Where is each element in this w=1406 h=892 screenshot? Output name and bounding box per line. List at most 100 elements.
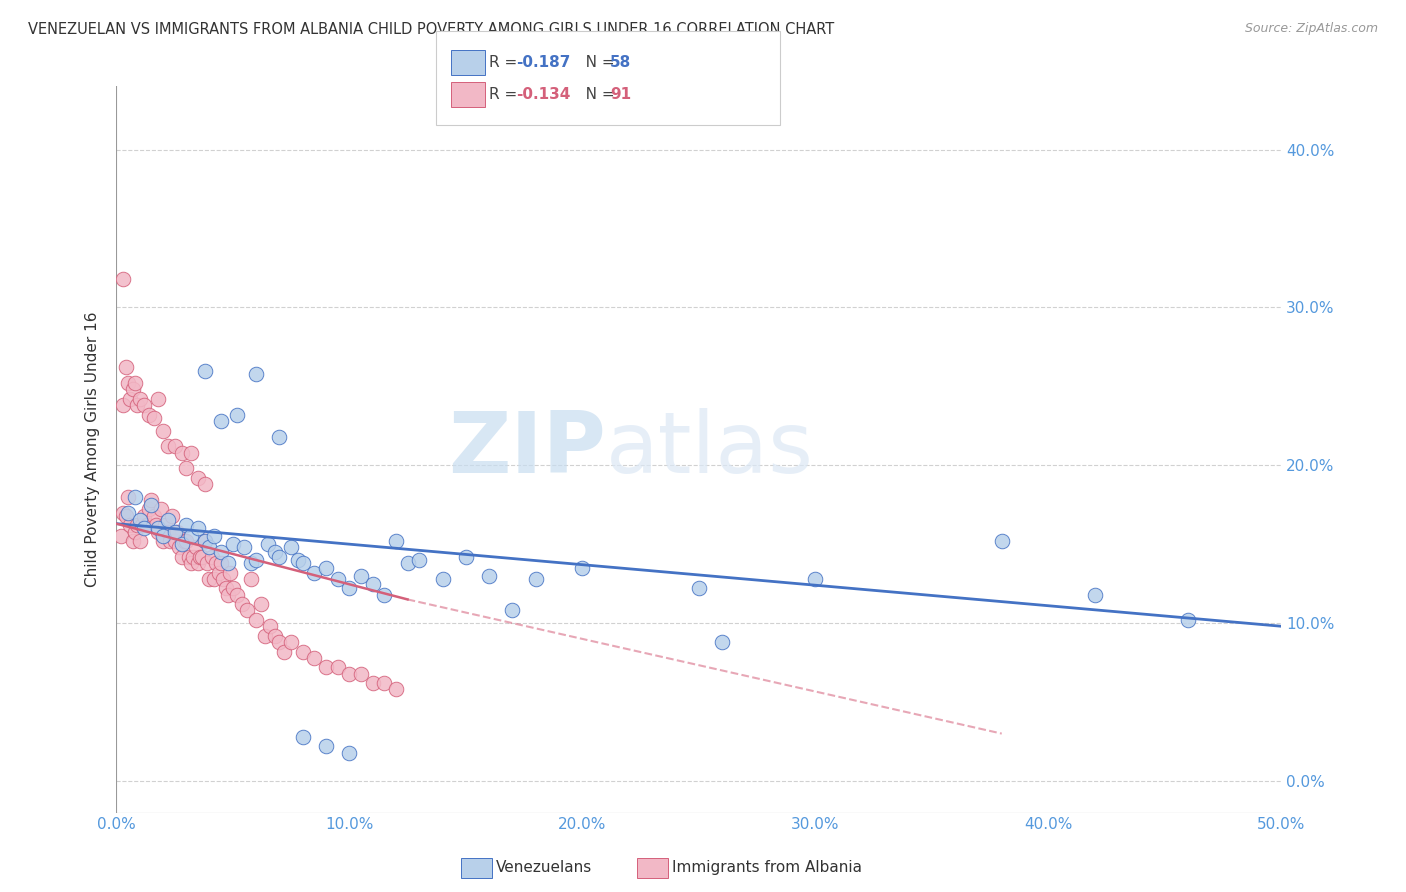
Text: VENEZUELAN VS IMMIGRANTS FROM ALBANIA CHILD POVERTY AMONG GIRLS UNDER 16 CORRELA: VENEZUELAN VS IMMIGRANTS FROM ALBANIA CH…: [28, 22, 834, 37]
Point: [187, 521, 209, 535]
Point: [202, 572, 225, 586]
Point: [114, 508, 136, 523]
Point: [152, 534, 174, 549]
Point: [254, 629, 277, 643]
Text: R =: R =: [489, 55, 523, 70]
Point: [361, 676, 384, 690]
Point: [233, 541, 256, 555]
Point: [315, 660, 337, 674]
Point: [291, 730, 314, 744]
Point: [1177, 613, 1199, 627]
Point: [138, 408, 160, 422]
Point: [191, 549, 214, 564]
Point: [217, 588, 239, 602]
Point: [112, 506, 135, 520]
Point: [120, 392, 142, 406]
Point: [350, 568, 373, 582]
Point: [245, 367, 267, 381]
Point: [160, 508, 183, 523]
Text: Immigrants from Albania: Immigrants from Albania: [672, 861, 862, 875]
Point: [173, 534, 195, 549]
Point: [273, 644, 295, 658]
Point: [222, 582, 245, 596]
Point: [524, 572, 547, 586]
Point: [373, 676, 395, 690]
Point: [148, 524, 170, 539]
Point: [217, 556, 239, 570]
Point: [135, 518, 157, 533]
Point: [128, 514, 150, 528]
Point: [209, 556, 232, 570]
Point: [432, 572, 454, 586]
Point: [134, 398, 156, 412]
Point: [361, 576, 384, 591]
Point: [240, 556, 263, 570]
Point: [385, 534, 408, 549]
Point: [148, 392, 170, 406]
Point: [226, 588, 249, 602]
Point: [1084, 588, 1107, 602]
Point: [205, 556, 228, 570]
Point: [152, 529, 174, 543]
Point: [141, 493, 163, 508]
Point: [156, 524, 179, 539]
Point: [187, 556, 209, 570]
Point: [280, 541, 302, 555]
Point: [337, 582, 360, 596]
Point: [245, 553, 267, 567]
Point: [128, 392, 150, 406]
Point: [149, 502, 172, 516]
Point: [145, 518, 167, 533]
Point: [291, 644, 314, 658]
Point: [245, 613, 267, 627]
Point: [240, 572, 263, 586]
Point: [212, 572, 235, 586]
Point: [990, 534, 1012, 549]
Point: [198, 572, 221, 586]
Point: [195, 556, 218, 570]
Point: [174, 534, 197, 549]
Point: [120, 518, 142, 533]
Point: [131, 518, 153, 533]
Point: [170, 549, 193, 564]
Point: [236, 603, 259, 617]
Point: [256, 537, 278, 551]
Point: [385, 682, 408, 697]
Point: [202, 529, 225, 543]
Point: [194, 534, 217, 549]
Point: [155, 518, 177, 533]
Point: [194, 534, 217, 549]
Point: [124, 524, 146, 539]
Text: Source: ZipAtlas.com: Source: ZipAtlas.com: [1244, 22, 1378, 36]
Point: [304, 566, 326, 580]
Point: [167, 541, 190, 555]
Point: [166, 524, 188, 539]
Point: [180, 529, 202, 543]
Point: [326, 572, 349, 586]
Point: [209, 414, 232, 428]
Point: [148, 521, 170, 535]
Point: [170, 537, 193, 551]
Point: [188, 549, 211, 564]
Point: [194, 477, 217, 491]
Point: [128, 534, 150, 549]
Point: [209, 545, 232, 559]
Point: [180, 556, 202, 570]
Point: [198, 541, 221, 555]
Text: R =: R =: [489, 87, 523, 102]
Point: [121, 534, 143, 549]
Point: [124, 376, 146, 391]
Point: [110, 529, 132, 543]
Point: [194, 363, 217, 377]
Point: [177, 549, 200, 564]
Point: [117, 376, 139, 391]
Point: [141, 498, 163, 512]
Point: [259, 619, 281, 633]
Point: [571, 561, 593, 575]
Point: [152, 424, 174, 438]
Point: [112, 398, 135, 412]
Point: [127, 398, 149, 412]
Point: [337, 666, 360, 681]
Point: [181, 549, 204, 564]
Point: [226, 408, 249, 422]
